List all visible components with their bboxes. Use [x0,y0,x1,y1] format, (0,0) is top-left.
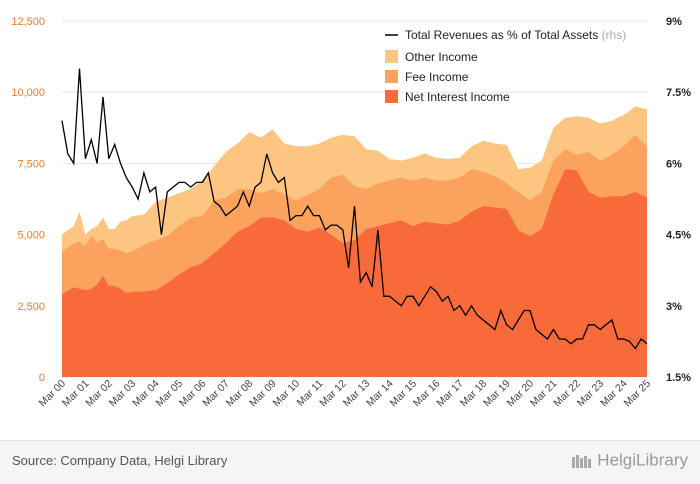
right-axis-ticks: 1.5% 3% 4.5% 6% 7.5% 9% [666,16,691,384]
right-tick-label: 1.5% [666,372,691,384]
right-tick-label: 6% [666,158,682,170]
legend-label: Fee Income [405,70,469,84]
right-tick-label: 3% [666,301,682,313]
left-tick-label: 7,500 [17,158,45,170]
line-series [61,68,648,350]
brand-name: HelgiLibrary [597,450,688,470]
legend-swatch [385,50,398,63]
left-tick-label: 0 [39,372,45,384]
chart: 0 2,500 5,000 7,500 10,000 12,500 1.5% 3% 4.5% 6… [11,16,691,410]
legend-label: Total Revenues as % of Total Assets (rhs… [405,28,626,42]
legend: Total Revenues as % of Total Assets (rhs… [385,28,626,104]
right-tick-label: 7.5% [666,87,691,99]
legend-suffix: (rhs) [602,28,627,42]
left-tick-label: 10,000 [11,87,45,99]
legend-swatch [385,70,398,83]
x-tick-label: Mar 25 [622,378,654,410]
left-tick-label: 5,000 [17,230,45,242]
right-tick-label: 4.5% [666,230,691,242]
legend-swatch [385,90,398,103]
right-tick-label: 9% [666,16,682,28]
left-tick-label: 12,500 [11,16,45,28]
legend-label: Other Income [405,50,478,64]
area-series [62,106,647,378]
left-axis-ticks: 0 2,500 5,000 7,500 10,000 12,500 [11,16,45,384]
source-note: Source: Company Data, Helgi Library [12,453,228,468]
line-total-revenues-pct [61,68,648,350]
footer: Source: Company Data, Helgi Library Helg… [0,440,700,484]
area-net-interest-income [62,169,647,377]
left-tick-label: 2,500 [17,301,45,313]
library-icon [572,454,592,468]
brand-logo: HelgiLibrary [571,450,688,471]
legend-label: Net Interest Income [405,90,510,104]
